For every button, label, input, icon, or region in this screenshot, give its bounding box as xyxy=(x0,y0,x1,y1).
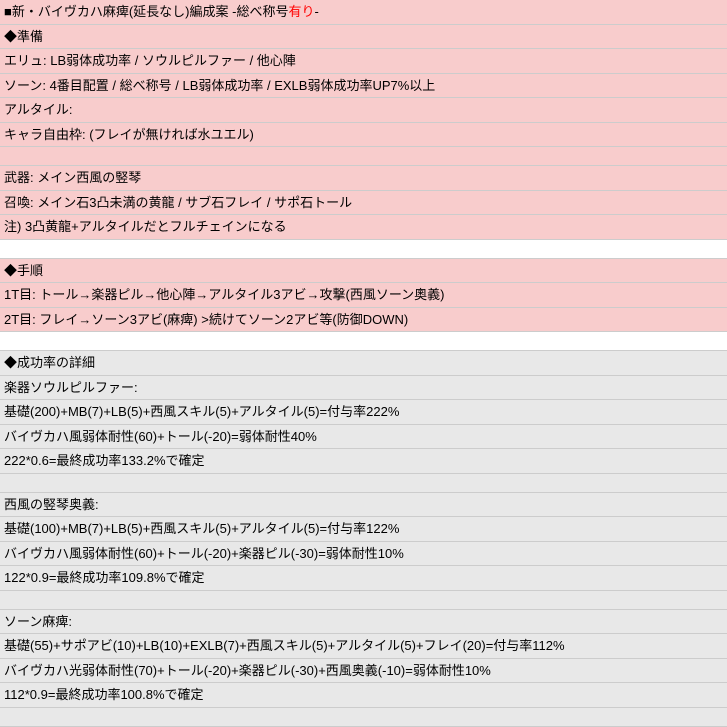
spacer-row xyxy=(0,240,727,259)
section1-header: ◆準備 xyxy=(0,25,727,50)
spacer-row xyxy=(0,708,727,727)
prep-row: アルタイル: xyxy=(0,98,727,123)
calc-title: ソーン麻痺: xyxy=(0,610,727,635)
prep-row xyxy=(0,147,727,166)
prep-row: 注) 3凸黄龍+アルタイルだとフルチェインになる xyxy=(0,215,727,240)
calc-row: 122*0.9=最終成功率109.8%で確定 xyxy=(0,566,727,591)
title-highlight: 有り xyxy=(288,4,314,19)
calc-row: 222*0.6=最終成功率133.2%で確定 xyxy=(0,449,727,474)
calc-row: バイヴカハ風弱体耐性(60)+トール(-20)+楽器ピル(-30)=弱体耐性10… xyxy=(0,542,727,567)
calc-title: 楽器ソウルピルファー: xyxy=(0,376,727,401)
title-prefix: ■新・バイヴカハ麻痺(延長なし)編成案 -総べ称号 xyxy=(4,4,288,19)
prep-row: 召喚: メイン石3凸未満の黄龍 / サブ石フレイ / サポ石トール xyxy=(0,191,727,216)
calc-row: 112*0.9=最終成功率100.8%で確定 xyxy=(0,683,727,708)
step-row: 1T目: トール→楽器ピル→他心陣→アルタイル3アビ→攻撃(西風ソーン奧義) xyxy=(0,283,727,308)
calc-row: バイヴカハ光弱体耐性(70)+トール(-20)+楽器ピル(-30)+西風奥義(-… xyxy=(0,659,727,684)
step-row: 2T目: フレイ→ソーン3アビ(麻痺) >続けてソーン2アビ等(防御DOWN) xyxy=(0,308,727,333)
prep-row: キャラ自由枠: (フレイが無ければ水ユエル) xyxy=(0,123,727,148)
prep-row: エリュ: LB弱体成功率 / ソウルピルファー / 他心陣 xyxy=(0,49,727,74)
title-suffix: - xyxy=(314,4,318,19)
section2-header: ◆手順 xyxy=(0,259,727,284)
prep-row: ソーン: 4番目配置 / 総べ称号 / LB弱体成功率 / EXLB弱体成功率U… xyxy=(0,74,727,99)
spacer-row xyxy=(0,591,727,610)
spacer-row xyxy=(0,332,727,351)
spacer-row xyxy=(0,474,727,493)
calc-row: 基礎(200)+MB(7)+LB(5)+西風スキル(5)+アルタイル(5)=付与… xyxy=(0,400,727,425)
title-row: ■新・バイヴカハ麻痺(延長なし)編成案 -総べ称号有り- xyxy=(0,0,727,25)
calc-row: 基礎(55)+サポアビ(10)+LB(10)+EXLB(7)+西風スキル(5)+… xyxy=(0,634,727,659)
prep-row: 武器: メイン西風の竪琴 xyxy=(0,166,727,191)
section3-header: ◆成功率の詳細 xyxy=(0,351,727,376)
calc-row: 基礎(100)+MB(7)+LB(5)+西風スキル(5)+アルタイル(5)=付与… xyxy=(0,517,727,542)
calc-row: バイヴカハ風弱体耐性(60)+トール(-20)=弱体耐性40% xyxy=(0,425,727,450)
calc-title: 西風の竪琴奥義: xyxy=(0,493,727,518)
